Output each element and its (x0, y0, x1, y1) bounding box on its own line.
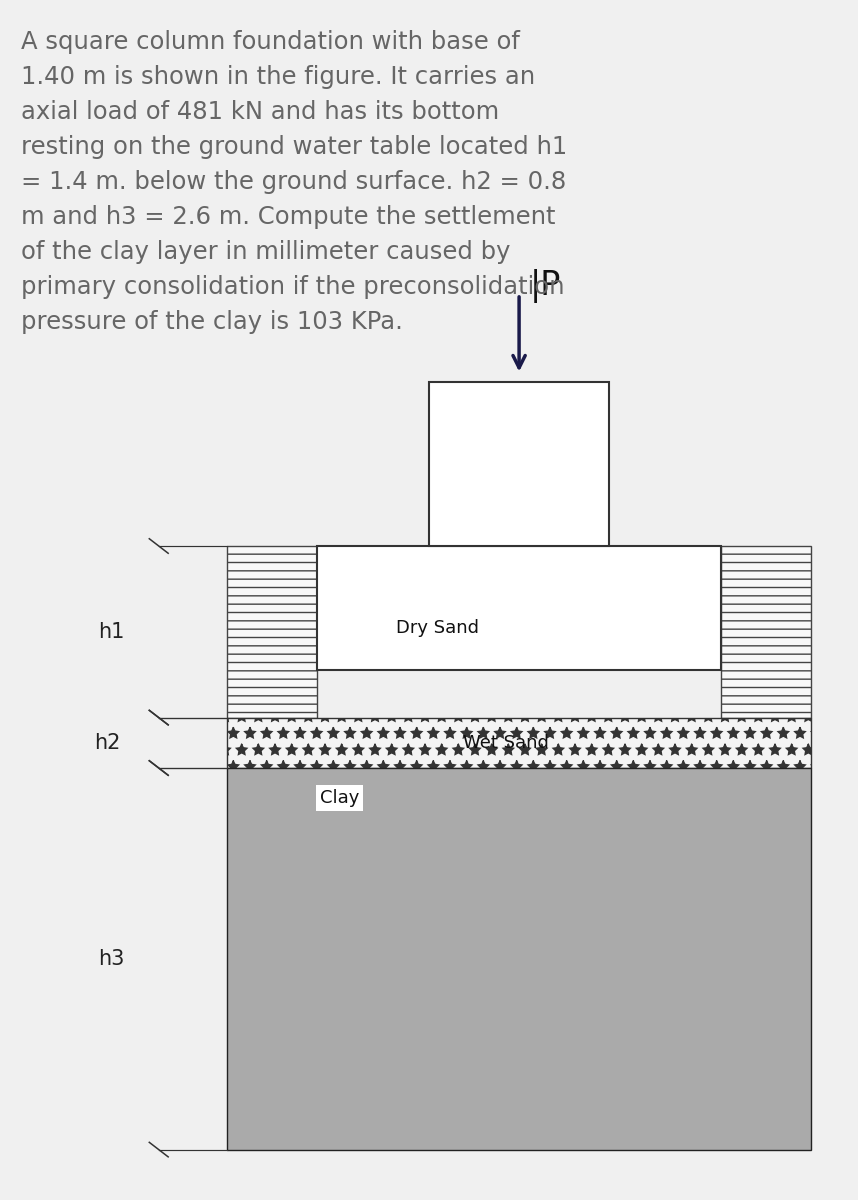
Bar (227, 768, 811, 1150)
Bar (227, 546, 317, 718)
Text: h2: h2 (94, 733, 120, 752)
Text: Clay: Clay (320, 790, 360, 808)
Text: |P: |P (529, 269, 561, 302)
Text: A square column foundation with base of
1.40 m is shown in the figure. It carrie: A square column foundation with base of … (21, 30, 568, 334)
Bar (429, 382, 609, 546)
Text: Wet Sand: Wet Sand (463, 733, 549, 751)
Text: Dry Sand: Dry Sand (396, 619, 479, 636)
Bar (227, 718, 811, 768)
Text: h1: h1 (99, 622, 124, 642)
Bar (721, 546, 811, 718)
Bar (317, 546, 721, 670)
Text: h3: h3 (99, 949, 124, 968)
